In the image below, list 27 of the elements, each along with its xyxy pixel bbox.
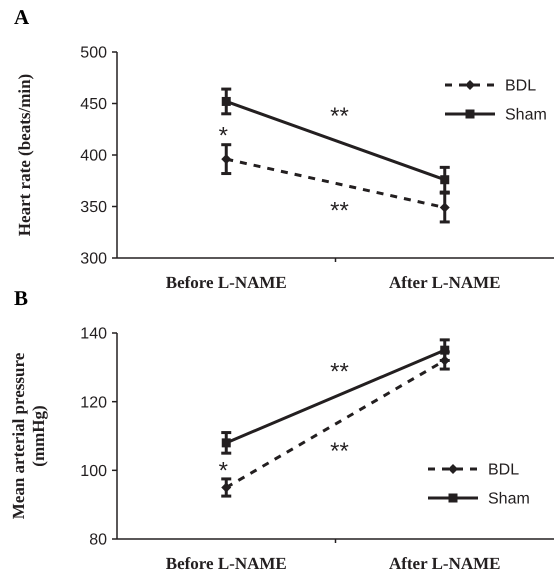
- annotation: **: [330, 198, 349, 225]
- legend-label: BDL: [505, 78, 536, 95]
- chart-title: B: [14, 286, 28, 310]
- x-tick-label: Before L-NAME: [166, 273, 287, 292]
- x-tick-label: After L-NAME: [388, 273, 501, 292]
- y-tick-label: 500: [80, 44, 108, 62]
- annotation: *: [218, 122, 228, 150]
- annotation: *: [218, 457, 228, 484]
- y-tick-label: 400: [80, 148, 108, 165]
- annotation: **: [330, 358, 349, 386]
- legend-label: Sham: [505, 106, 547, 124]
- annotation: **: [330, 102, 349, 130]
- annotation: **: [330, 438, 349, 466]
- y-axis-title: Heart rate (beats/min): [15, 74, 34, 236]
- y-axis-title: Mean arterial pressure (mmHg): [9, 352, 48, 520]
- x-tick-label: After L-NAME: [388, 554, 501, 573]
- x-tick-label: Before L-NAME: [166, 554, 287, 573]
- y-tick-label: 100: [80, 462, 108, 480]
- y-tick-label: 120: [80, 394, 108, 412]
- legend-label: BDL: [488, 462, 520, 479]
- y-tick-label: 80: [89, 532, 108, 549]
- legend-label: Sham: [488, 490, 530, 508]
- y-tick-label: 350: [80, 199, 108, 216]
- chart-title: A: [14, 5, 30, 29]
- y-tick-label: 140: [80, 326, 108, 343]
- y-tick-label: 450: [80, 96, 108, 114]
- y-tick-label: 300: [80, 250, 108, 268]
